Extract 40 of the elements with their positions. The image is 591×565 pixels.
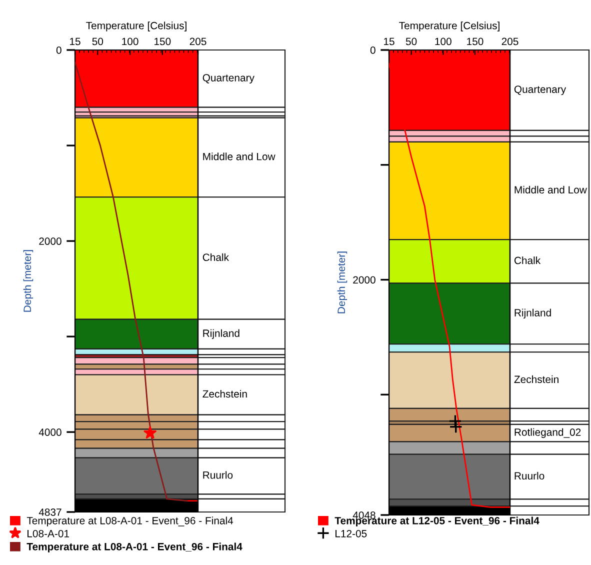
band-label: Middle and Low [203, 152, 276, 160]
x-tick-label: 15 [384, 38, 394, 46]
x-tick-label: 50 [92, 38, 104, 46]
band-label: Ruurlo [203, 471, 233, 479]
y-tick-label: 4837 [38, 508, 62, 516]
legend-label: Temperature at L08-A-01 - Event_96 - Final4 [26, 542, 242, 552]
band-label: Middle and Low [514, 186, 587, 194]
legend-label: L12-05 [336, 530, 367, 538]
y-tick-label: 2000 [39, 238, 62, 245]
y-tick-label: 0 [370, 46, 376, 54]
y-tick-label: 4048 [352, 512, 376, 519]
y-tick-label: 0 [56, 46, 62, 54]
x-tick-label: 150 [154, 38, 171, 46]
x-tick-label: 100 [435, 38, 452, 46]
legend-label: Temperature at L08-A-01 - Event_96 - Final4 [26, 516, 234, 526]
band-label: Rijnland [203, 329, 240, 340]
band-label: Zechstein [514, 375, 558, 384]
y-axis-title: Depth [meter] [337, 252, 348, 314]
band-label: Zechstein [202, 390, 247, 398]
band-label: Rotliegand_02 [514, 428, 581, 438]
y-axis-title: Depth [meter] [23, 250, 34, 312]
x-tick-label: 15 [70, 38, 80, 46]
band-label: Chalk [514, 256, 541, 264]
line-series [75, 62, 188, 502]
x-tick-label: 205 [190, 38, 206, 46]
band-label: Quartenary [202, 74, 254, 84]
band-label: Quartenary [514, 86, 566, 96]
band-label: Ruurlo [514, 472, 544, 480]
x-tick-label: 50 [406, 38, 417, 46]
y-tick-label: 4000 [38, 428, 62, 436]
legend-label: Temperature at L12-05 - Event_96 - Final4 [334, 516, 540, 526]
x-tick-label: 150 [467, 38, 484, 46]
x-tick-label: 100 [122, 38, 138, 46]
x-axis-title: Temperature [Celsius] [86, 22, 186, 32]
x-tick-label: 205 [502, 38, 518, 46]
legend-label: L08-A-01 [28, 530, 70, 538]
y-tick-label: 2000 [353, 276, 376, 284]
x-axis-title: Temperature [Celsius] [399, 22, 500, 32]
band-label: Chalk [202, 253, 229, 262]
band-label: Rijnland [514, 308, 551, 318]
